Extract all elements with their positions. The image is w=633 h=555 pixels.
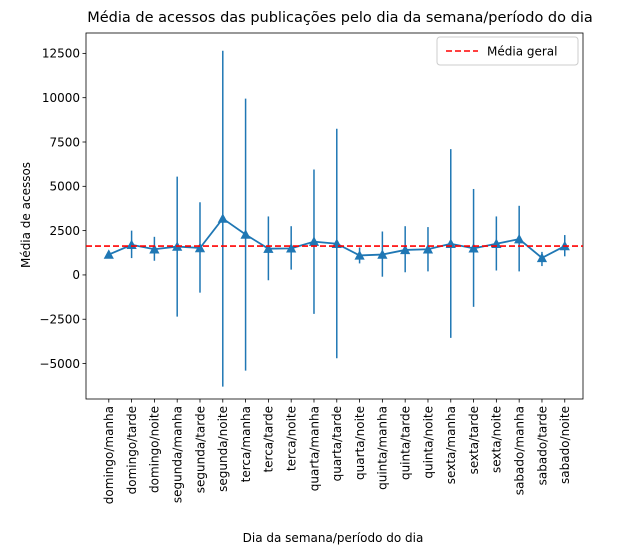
data-point-marker [468,243,479,253]
legend: Média geral [436,36,579,66]
data-point-marker [400,244,411,255]
x-tick-label: quarta/tarde [330,406,344,481]
y-tick-label: 5000 [49,180,80,194]
x-tick-label: quinta/manha [376,406,390,490]
x-tick-label: terca/noite [284,406,298,471]
legend-label-media-geral: Média geral [487,45,557,59]
x-tick-label: segunda/manha [170,406,184,503]
x-tick-label: segunda/noite [216,406,230,492]
x-axis-label: Dia da semana/período do dia [243,531,424,545]
y-tick-label: 12500 [42,47,80,61]
data-point-marker [354,250,365,260]
y-tick-label: 7500 [49,135,80,149]
x-tick-label: sexta/tarde [467,406,481,474]
x-tick-label: domingo/manha [102,406,116,504]
x-tick-label: domingo/noite [148,406,162,493]
data-point-marker [422,243,434,254]
x-tick-label: quinta/noite [421,406,435,479]
data-point-marker [149,243,160,254]
x-tick-label: quarta/manha [307,406,321,491]
data-point-marker [514,233,525,244]
data-point-marker [377,249,388,259]
y-axis-label: Média de acessos [19,162,33,268]
x-tick-label: sabado/noite [558,406,572,484]
data-point-marker [263,243,274,253]
y-tick-label: 0 [72,268,80,282]
x-tick-label: domingo/tarde [125,406,139,494]
x-tick-label: segunda/tarde [193,406,207,493]
x-tick-label: terca/manha [239,406,253,482]
x-tick-label: sexta/manha [444,406,458,484]
data-point-marker [240,229,251,239]
y-tick-label: −2500 [39,313,80,327]
x-tick-label: terca/tarde [262,406,276,473]
data-point-marker [194,242,206,253]
data-point-marker [217,213,228,223]
plot-area: −5000 −2500 0 2500 5000 7500 10000 12500 domingo… [39,32,584,504]
x-tick-label: sexta/noite [490,406,504,473]
x-tick-label: sabado/tarde [535,406,549,485]
chart-title: Média de acessos das publicações pelo di… [87,10,593,26]
x-tick-label: quinta/tarde [398,406,412,480]
y-tick-label: −5000 [39,357,80,371]
data-point-marker [286,243,297,253]
y-tick-label: 2500 [49,224,80,238]
data-point-marker [536,252,548,263]
legend-box [436,36,579,66]
axes-frame [85,32,584,400]
x-tick-label: quarta/noite [353,406,367,480]
x-tick-label: sabado/manha [512,406,526,495]
y-tick-label: 10000 [42,91,80,105]
data-point-marker [103,249,114,259]
